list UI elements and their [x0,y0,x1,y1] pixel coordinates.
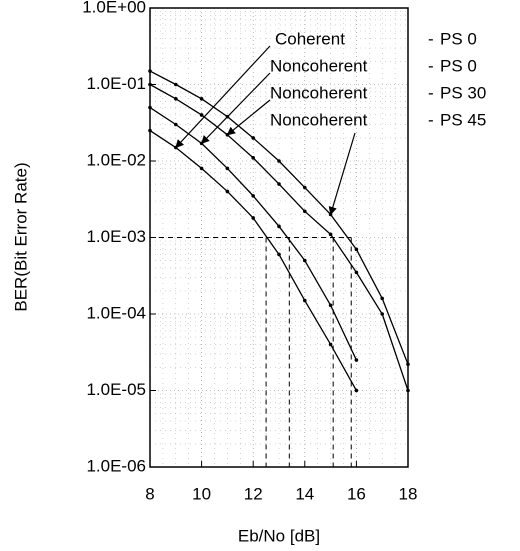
data-point [225,166,230,171]
data-point [354,247,359,252]
x-tick-label: 12 [244,484,263,503]
series-line [149,106,357,361]
data-point [251,216,255,220]
x-tick-label: 8 [145,484,154,503]
data-point [354,270,359,275]
series-label: Noncoherent [270,110,368,129]
data-point [328,342,333,347]
data-point [380,312,385,316]
data-point [406,362,410,367]
series-ps-label: PS 30 [440,83,486,102]
data-point [174,122,178,127]
data-point [303,298,307,303]
x-tick-label: 10 [192,484,211,503]
data-point [199,97,204,101]
x-tick-label: 14 [295,484,314,503]
series-ps-label: PS 45 [440,110,486,129]
x-tick-label: 18 [399,484,418,503]
data-point [199,166,204,171]
y-tick-label: 1.0E-04 [86,303,146,322]
data-point [277,159,281,163]
data-point [199,113,204,117]
ps-dash: - [428,56,434,75]
data-point [225,114,230,119]
data-point [303,258,307,263]
data-point [148,128,152,133]
data-point [148,69,152,73]
data-point [174,82,178,87]
data-point [251,156,255,160]
ps-dash: - [428,110,434,129]
series-label: Noncoherent [270,83,368,102]
data-point [406,388,410,393]
annotation-arrow [201,72,271,144]
y-tick-label: 1.0E-01 [86,74,146,93]
ps-dash: - [428,29,434,48]
series-ps-label: PS 0 [440,29,477,48]
data-point [277,182,281,186]
data-point [277,252,281,257]
x-axis-label: Eb/No [dB] [238,526,320,545]
annotation-arrow [226,99,271,136]
data-point [148,105,152,110]
data-point [303,185,307,190]
data-point [328,303,333,308]
series-label: Coherent [275,29,345,48]
data-point [328,232,333,237]
y-tick-label: 1.0E-05 [86,380,146,399]
ps-dash: - [428,83,434,102]
data-point [354,388,359,393]
x-tick-label: 16 [347,484,366,503]
y-tick-label: 1.0E-02 [86,150,146,169]
annotation-arrow [175,45,271,149]
data-point [251,136,255,140]
y-tick-label: 1.0E+00 [82,0,146,16]
y-tick-label: 1.0E-06 [86,456,146,475]
data-point [303,209,307,214]
series-label: Noncoherent [270,56,368,75]
y-axis-label: BER(Bit Error Rate) [11,162,30,311]
data-point [354,358,359,362]
series-ps-label: PS 0 [440,56,477,75]
data-point [251,194,255,198]
data-point [277,224,281,229]
y-tick-label: 1.0E-03 [86,227,146,246]
data-point [225,189,230,194]
data-point [148,82,152,87]
data-point [174,97,178,101]
data-point [380,296,385,301]
annotation-arrow [328,132,356,216]
